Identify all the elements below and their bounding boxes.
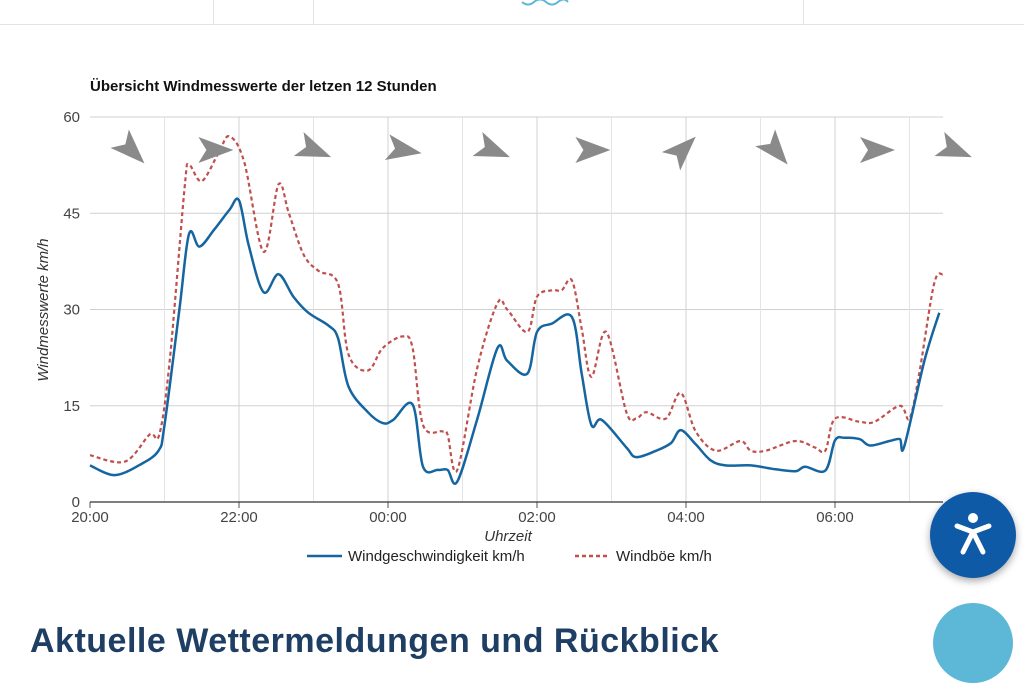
x-axis-label: Uhrzeit xyxy=(484,528,532,545)
chart-grid xyxy=(90,116,943,502)
chart-series xyxy=(89,135,944,485)
wind-direction-arrow-icon xyxy=(384,134,422,161)
chart-legend: Windgeschwindigkeit km/h Windböe km/h xyxy=(307,548,712,565)
nav-divider xyxy=(313,0,314,24)
scroll-top-button[interactable] xyxy=(933,603,1013,683)
x-tick-label: 04:00 xyxy=(667,509,705,526)
waves-icon[interactable] xyxy=(520,0,570,8)
accessibility-button[interactable] xyxy=(930,492,1016,578)
top-navigation-bar xyxy=(0,0,1024,25)
x-tick-label: 06:00 xyxy=(816,509,854,526)
y-tick-label: 15 xyxy=(63,398,80,415)
y-tick-label: 60 xyxy=(63,109,80,126)
y-axis-label: Windmesswerte km/h xyxy=(35,238,52,381)
wind-direction-arrow-icon xyxy=(472,131,510,158)
series-line-windboe xyxy=(89,135,944,473)
nav-divider xyxy=(213,0,214,24)
x-tick-label: 00:00 xyxy=(369,509,407,526)
legend-label-gust: Windböe km/h xyxy=(616,548,712,565)
wind-direction-arrow-icon xyxy=(755,129,788,165)
y-tick-label: 0 xyxy=(72,494,80,511)
x-tick-label: 20:00 xyxy=(71,509,109,526)
wind-direction-arrows xyxy=(110,129,972,171)
wind-direction-arrow-icon xyxy=(661,136,696,171)
wind-direction-arrow-icon xyxy=(293,131,332,158)
chart-axes: 0 15 30 45 60 20:00 22:00 00:00 02:00 04:00 06:00 xyxy=(63,109,943,526)
x-tick-label: 02:00 xyxy=(518,509,556,526)
wind-chart: Übersicht Windmesswerte der letzen 12 St… xyxy=(35,78,972,565)
wind-direction-arrow-icon xyxy=(198,137,234,163)
nav-divider xyxy=(803,0,804,24)
legend-label-speed: Windgeschwindigkeit km/h xyxy=(348,548,525,565)
wind-direction-arrow-icon xyxy=(575,137,611,163)
wind-direction-arrow-icon xyxy=(934,131,972,158)
wind-direction-arrow-icon xyxy=(110,129,145,164)
y-tick-label: 30 xyxy=(63,302,80,319)
series-line-windgeschwindigkeit xyxy=(89,197,941,485)
chart-title: Übersicht Windmesswerte der letzen 12 St… xyxy=(90,78,437,95)
y-tick-label: 45 xyxy=(63,205,80,222)
x-tick-label: 22:00 xyxy=(220,509,258,526)
wind-direction-arrow-icon xyxy=(860,137,895,163)
accessibility-person-icon xyxy=(954,513,992,555)
section-heading: Aktuelle Wettermeldungen und Rückblick xyxy=(30,622,720,660)
